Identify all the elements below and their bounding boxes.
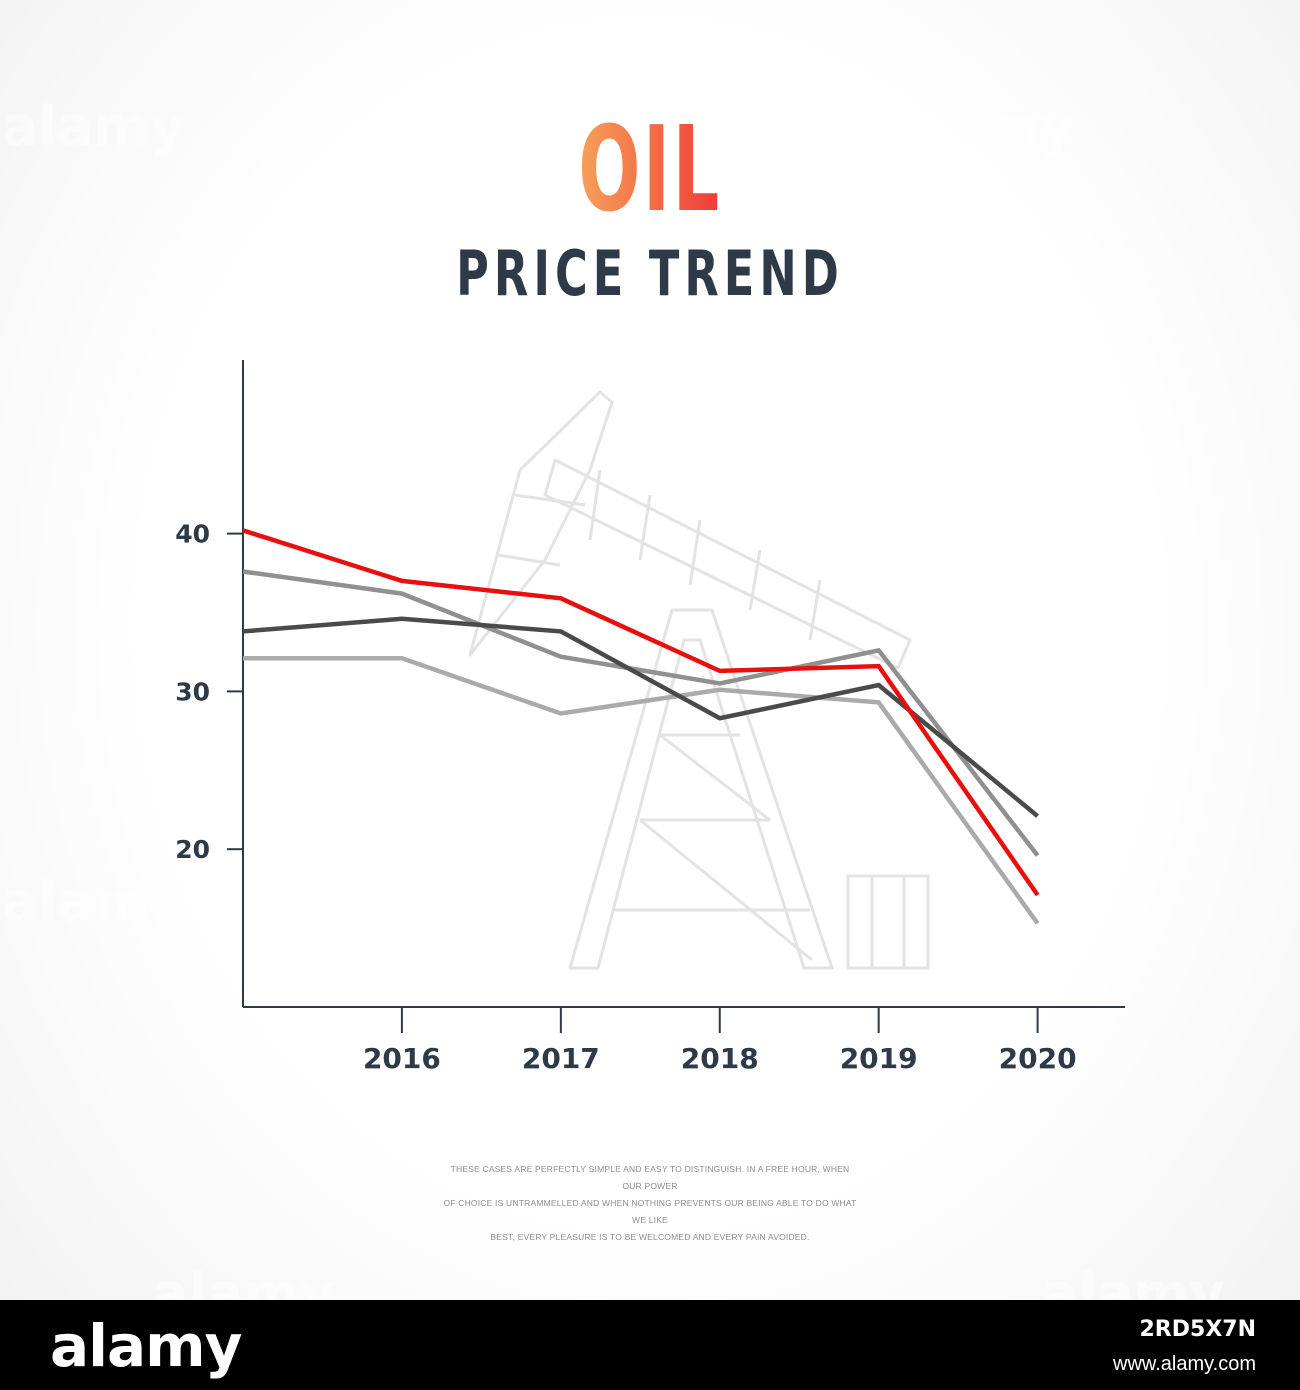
series-lines (242, 528, 1040, 925)
x-tick-label: 2017 (522, 1042, 600, 1075)
series-line-2 (242, 569, 1040, 857)
footnote-line: best, every pleasure is to be welcomed a… (490, 1232, 810, 1242)
x-tick-label: 2020 (999, 1042, 1077, 1075)
chart-title: OIL (247, 92, 1053, 239)
alamy-logo[interactable]: alamy (50, 1312, 242, 1380)
line-chart: 20 30 40 2016 2017 2018 2019 2020 (175, 360, 1125, 1075)
site-url[interactable]: www.alamy.com (1113, 1353, 1256, 1375)
axes (242, 360, 1125, 1008)
footnote-line: of choice is untrammelled and when nothi… (443, 1198, 857, 1225)
y-tick-label: 30 (175, 677, 210, 706)
stock-id: 2RD5X7N (1139, 1317, 1257, 1342)
oil-pump-jack-icon (468, 390, 930, 970)
chart-subtitle: PRICE TREND (456, 237, 844, 310)
series-line-4 (242, 528, 1040, 897)
x-tick-label: 2016 (363, 1042, 441, 1075)
series-line-1 (243, 656, 1040, 925)
chart-title-text: OIL (578, 102, 721, 239)
watermark: alamy (2, 95, 185, 158)
x-axis-ticks: 2016 2017 2018 2019 2020 (363, 1007, 1077, 1075)
y-axis-ticks: 20 30 40 (175, 520, 243, 864)
watermark: alamy (2, 870, 185, 933)
x-tick-label: 2019 (840, 1042, 918, 1075)
y-tick-label: 40 (175, 520, 210, 549)
x-tick-label: 2018 (681, 1042, 759, 1075)
footnote-line: These cases are perfectly simple and eas… (450, 1164, 850, 1191)
footnote: These cases are perfectly simple and eas… (440, 1161, 860, 1246)
watermark: alamy (892, 95, 1075, 158)
footer-bar: alamy 2RD5X7N www.alamy.com (0, 1300, 1300, 1390)
y-tick-label: 20 (175, 835, 210, 864)
